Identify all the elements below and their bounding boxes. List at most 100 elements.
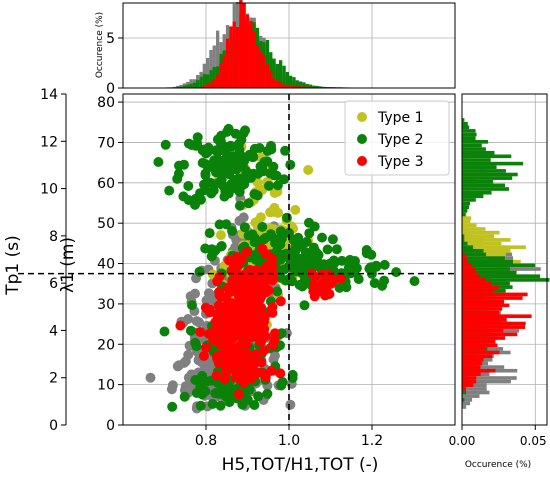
hist-bar: [222, 55, 226, 88]
scatter-point: [207, 399, 218, 409]
hist-bar: [462, 136, 476, 141]
top-axes-frame: [122, 2, 456, 89]
hist-bar: [176, 85, 180, 88]
scatter-point: [197, 157, 208, 168]
scatter-point: [256, 302, 267, 313]
right-histogram-panel: 0.00 0.05: [449, 93, 550, 448]
scatter-point: [190, 199, 200, 210]
hist-bar: [462, 121, 468, 126]
scatter-point: [275, 296, 286, 307]
scatter-point: [211, 370, 222, 381]
hist-bar: [462, 209, 468, 213]
scatter-point: [279, 174, 289, 185]
top-y-tick-label: 0: [106, 81, 115, 97]
scatter-point: [236, 134, 247, 145]
scatter-point: [260, 331, 271, 342]
scatter-point: [243, 230, 254, 241]
scatter-point: [258, 310, 269, 321]
hist-bar: [245, 14, 250, 89]
scatter-point: [277, 377, 288, 387]
hist-bar: [462, 259, 468, 264]
scatter-point: [248, 152, 259, 162]
hist-bar: [275, 63, 280, 88]
scatter-point: [243, 284, 254, 295]
scatter-point: [303, 165, 314, 175]
hist-bar: [462, 169, 506, 173]
hist-bar: [462, 219, 471, 224]
scatter-point: [216, 241, 227, 251]
hist-bar: [206, 84, 210, 88]
scatter-point: [179, 159, 189, 170]
secondary-ylabel: Tp1 (s): [3, 235, 23, 296]
hist-bar: [209, 70, 213, 88]
y-tick-label: 80: [97, 95, 115, 111]
scatter-point: [224, 255, 234, 266]
scatter-point: [203, 288, 214, 299]
scatter-point: [224, 152, 235, 163]
scatter-point: [257, 243, 268, 254]
hist-bar: [179, 84, 183, 88]
scatter-point: [191, 316, 202, 327]
hist-bar: [462, 132, 477, 137]
hist-bar: [462, 118, 465, 122]
y-tick-label: 20: [97, 337, 115, 353]
scatter-point: [264, 180, 274, 191]
scatter-point: [269, 334, 280, 345]
scatter-point: [212, 162, 223, 173]
hist-bar: [295, 86, 299, 88]
secondary-tick-label: 12: [40, 134, 58, 150]
y-tick-label: 70: [97, 135, 115, 151]
scatter-point: [197, 145, 208, 156]
scatter-point: [232, 312, 242, 323]
hist-bar: [462, 336, 505, 340]
hist-bar: [259, 51, 263, 88]
hist-bar: [462, 176, 513, 180]
hist-bar: [462, 183, 505, 188]
scatter-point: [164, 185, 175, 196]
scatter-point: [198, 351, 209, 361]
scatter-point: [175, 320, 186, 331]
hist-bar: [462, 358, 484, 362]
hist-bar: [219, 63, 223, 88]
scatter-point: [239, 222, 250, 233]
hist-bar: [462, 263, 473, 268]
scatter-point: [195, 400, 206, 411]
main-xlabel: H5,TOT/H1,TOT (-): [222, 455, 379, 475]
hist-bar: [462, 365, 481, 369]
y-tick-label: 60: [97, 176, 115, 192]
legend-marker: [357, 134, 367, 144]
hist-bar: [462, 328, 504, 333]
legend-marker: [357, 156, 367, 166]
hist-bar: [462, 256, 505, 260]
y-tick-label: 0: [106, 418, 115, 434]
scatter-point: [216, 174, 227, 185]
scatter-point: [204, 304, 215, 315]
scatter-point: [249, 237, 260, 248]
hist-bar: [462, 383, 487, 388]
scatter-point: [249, 400, 260, 410]
y-tick-label: 40: [97, 257, 115, 273]
scatter-point: [199, 361, 210, 372]
scatter-point: [269, 188, 280, 198]
hist-bar: [462, 267, 510, 271]
hist-bar: [462, 387, 466, 391]
hist-bar: [282, 84, 286, 88]
hist-bar: [462, 379, 477, 384]
hist-bar: [462, 310, 500, 315]
hist-bar: [462, 227, 486, 231]
x-tick-label: 0.8: [195, 433, 217, 449]
scatter-point: [275, 368, 286, 379]
hist-bar: [462, 256, 468, 260]
hist-bar: [305, 86, 309, 88]
scatter-point: [153, 157, 164, 167]
hist-bar: [192, 82, 197, 88]
hist-bar: [462, 158, 491, 162]
hist-bar: [216, 74, 220, 88]
scatter-point: [364, 263, 375, 274]
scatter-point: [215, 400, 226, 411]
scatter-point: [327, 234, 338, 245]
legend-label: Type 3: [377, 154, 424, 170]
scatter-point: [224, 340, 235, 350]
hist-bar: [462, 140, 489, 144]
hist-bar: [182, 85, 187, 88]
